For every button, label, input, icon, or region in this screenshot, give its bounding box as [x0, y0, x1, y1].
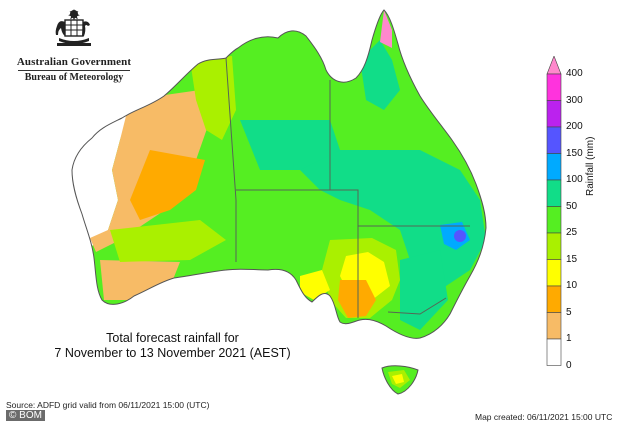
- rainfall-legend: 400 300 200 150 100 50 25 15 10 5 1 0 Rainfall (mm): [545, 55, 630, 376]
- legend-swatch: [546, 153, 562, 181]
- legend-tick-label: 10: [566, 280, 578, 291]
- legend-tick-label: 400: [566, 68, 583, 79]
- agency-logo: Australian Government Bureau of Meteorol…: [14, 8, 134, 83]
- mainland-coastline: [71, 9, 487, 339]
- legend-tick-label: 100: [566, 174, 583, 185]
- government-name: Australian Government: [16, 56, 132, 68]
- legend-swatch: [546, 232, 562, 260]
- legend-tick-label: 150: [566, 147, 583, 159]
- legend-colorbar: [546, 55, 562, 366]
- legend-swatch: [546, 100, 562, 128]
- legend-tick-label: 200: [566, 121, 583, 132]
- map-title-line1: Total forecast rainfall for: [106, 331, 239, 345]
- legend-swatch: [546, 285, 562, 313]
- agency-name: Bureau of Meteorology: [24, 72, 124, 83]
- map-title: Total forecast rainfall for 7 November t…: [40, 331, 305, 361]
- legend-swatch: [546, 338, 562, 366]
- source-note: Source: ADFD grid valid from 06/11/2021 …: [6, 400, 210, 410]
- legend-tick-label: 15: [566, 253, 578, 265]
- legend-tick-label: 5: [566, 306, 572, 318]
- legend-swatch: [546, 73, 562, 101]
- legend-swatch: [546, 179, 562, 207]
- legend-tick-label: 0: [566, 359, 572, 371]
- map-title-line2: 7 November to 13 November 2021 (AEST): [54, 346, 291, 360]
- legend-swatch: [546, 126, 562, 154]
- legend-tick-label: 1: [566, 333, 572, 344]
- legend-tick-label: 300: [566, 94, 583, 106]
- legend-swatch-cap: [546, 55, 562, 75]
- legend-tick-label: 50: [566, 200, 578, 212]
- image-credit: © BOM: [6, 410, 45, 421]
- coat-of-arms-icon: [55, 9, 91, 46]
- map-created-note: Map created: 06/11/2021 15:00 UTC: [475, 412, 613, 422]
- legend-swatch: [546, 206, 562, 234]
- legend-swatch: [546, 259, 562, 287]
- legend-swatch: [546, 312, 562, 340]
- logo-divider: [18, 70, 130, 71]
- legend-unit-label: Rainfall (mm): [585, 136, 596, 196]
- legend-tick-label: 25: [566, 227, 578, 238]
